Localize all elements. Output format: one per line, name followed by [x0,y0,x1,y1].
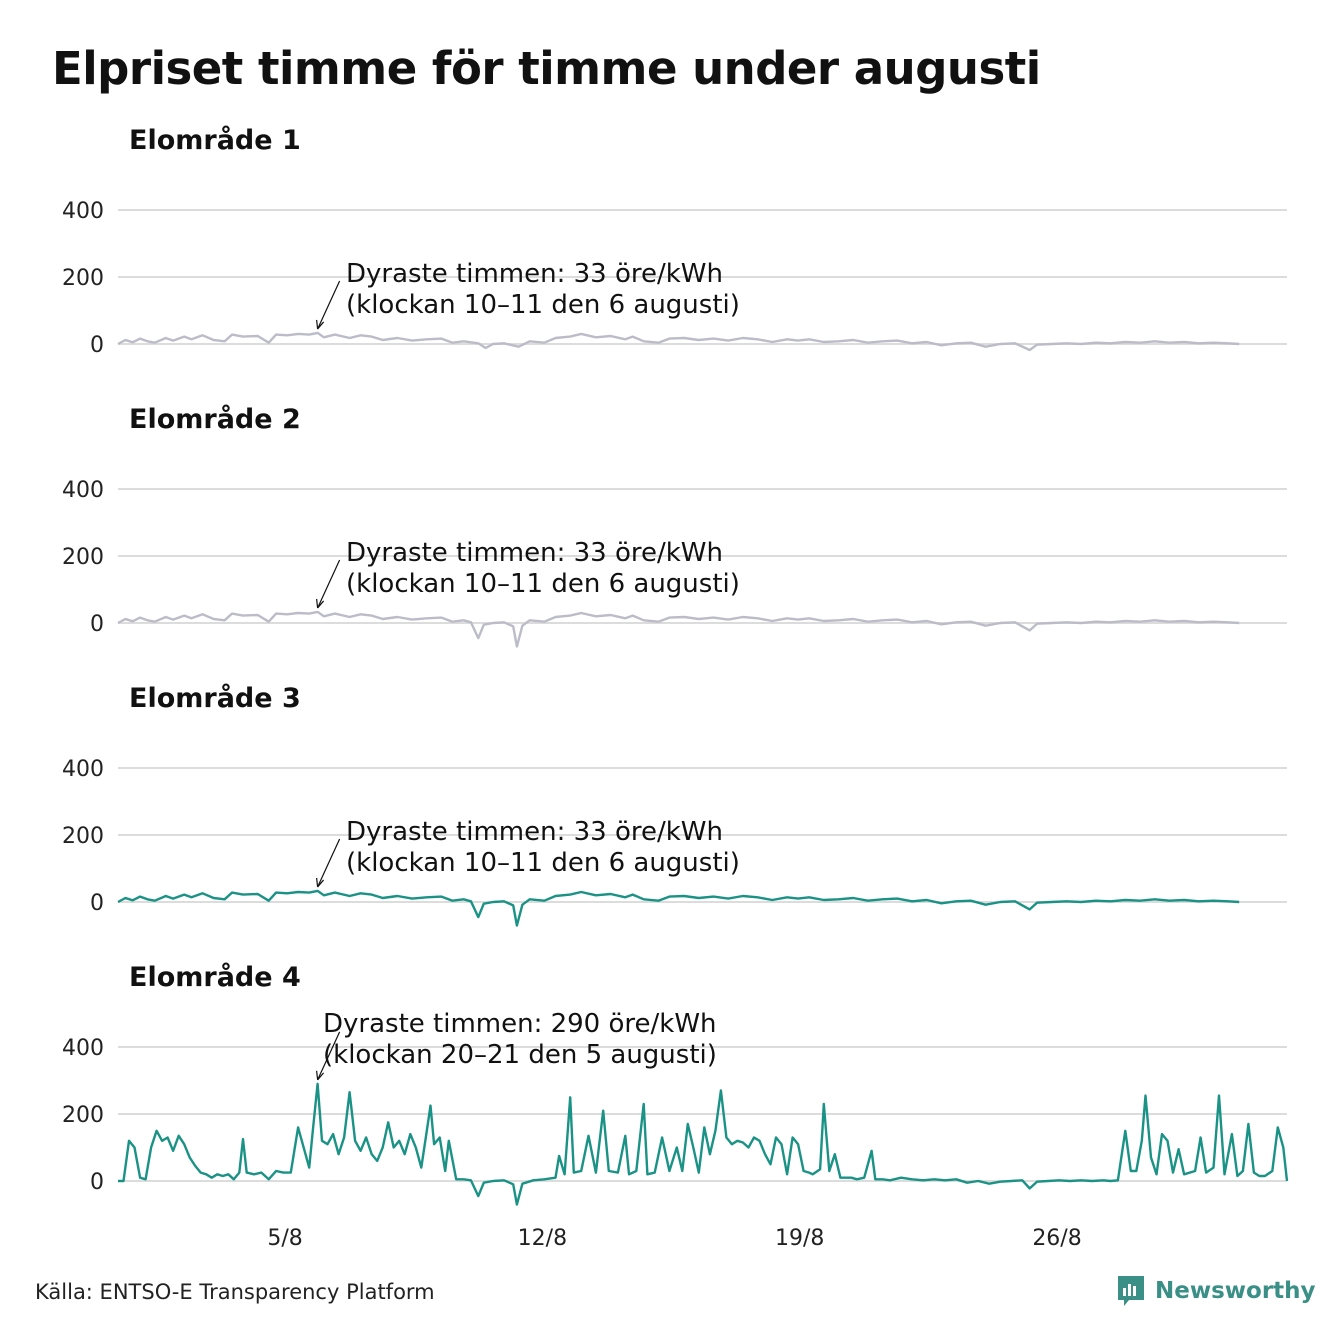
source-note: Källa: ENTSO-E Transparency Platform [35,1280,435,1304]
newsworthy-logo-icon [1118,1276,1144,1306]
brand-name: Newsworthy [1155,1278,1316,1304]
x-tick-label-2: 12/8 [518,1226,567,1251]
x-tick-label-1: 5/8 [267,1226,302,1251]
annotation-text-line2-1: (klockan 10–11 den 6 augusti) [346,290,740,320]
y-tick-label-1-200: 200 [62,266,104,291]
annotation-arrow-3 [317,838,341,888]
annotation-text-line2-2: (klockan 10–11 den 6 augusti) [346,569,740,599]
annotation-arrowhead-1 [316,319,325,330]
annotation-text-line1-2: Dyraste timmen: 33 öre/kWh [346,538,723,568]
x-tick-label-4: 26/8 [1032,1226,1081,1251]
y-tick-label-1-400: 400 [62,199,104,224]
series-line-3 [117,889,1240,927]
y-tick-label-3-400: 400 [62,757,104,782]
y-tick-label-2-200: 200 [62,545,104,570]
series-line-4 [118,1082,1289,1206]
y-tick-label-2-0: 0 [90,612,104,637]
annotation-text-line1-4: Dyraste timmen: 290 öre/kWh [323,1009,717,1039]
annotation-arrowhead-2 [316,598,325,609]
annotation-text-line1-3: Dyraste timmen: 33 öre/kWh [346,817,723,847]
y-tick-label-4-400: 400 [62,1036,104,1061]
y-tick-label-3-0: 0 [90,891,104,916]
y-tick-label-1-0: 0 [90,333,104,358]
panel-title-4: Elområde 4 [129,961,301,993]
annotation-arrow-1 [317,280,341,330]
annotation-arrow-4 [317,1031,341,1081]
panel-title-1: Elområde 1 [129,124,301,156]
y-tick-label-4-200: 200 [62,1103,104,1128]
annotation-arrow-2 [317,559,341,609]
panel-title-2: Elområde 2 [129,403,301,435]
page-title: Elpriset timme för timme under augusti [52,42,1041,95]
panel-title-3: Elområde 3 [129,682,301,714]
y-tick-label-3-200: 200 [62,824,104,849]
series-line-1 [117,331,1240,352]
annotation-text-line1-1: Dyraste timmen: 33 öre/kWh [346,259,723,289]
annotation-arrowhead-4 [316,1070,325,1081]
series-line-2 [117,610,1240,648]
y-tick-label-2-400: 400 [62,478,104,503]
annotation-text-line2-3: (klockan 10–11 den 6 augusti) [346,848,740,878]
y-tick-label-4-0: 0 [90,1170,104,1195]
x-tick-label-3: 19/8 [775,1226,824,1251]
annotation-text-line2-4: (klockan 20–21 den 5 augusti) [323,1040,717,1070]
brand-logo: Newsworthy [1116,1274,1316,1308]
annotation-arrowhead-3 [316,877,325,888]
